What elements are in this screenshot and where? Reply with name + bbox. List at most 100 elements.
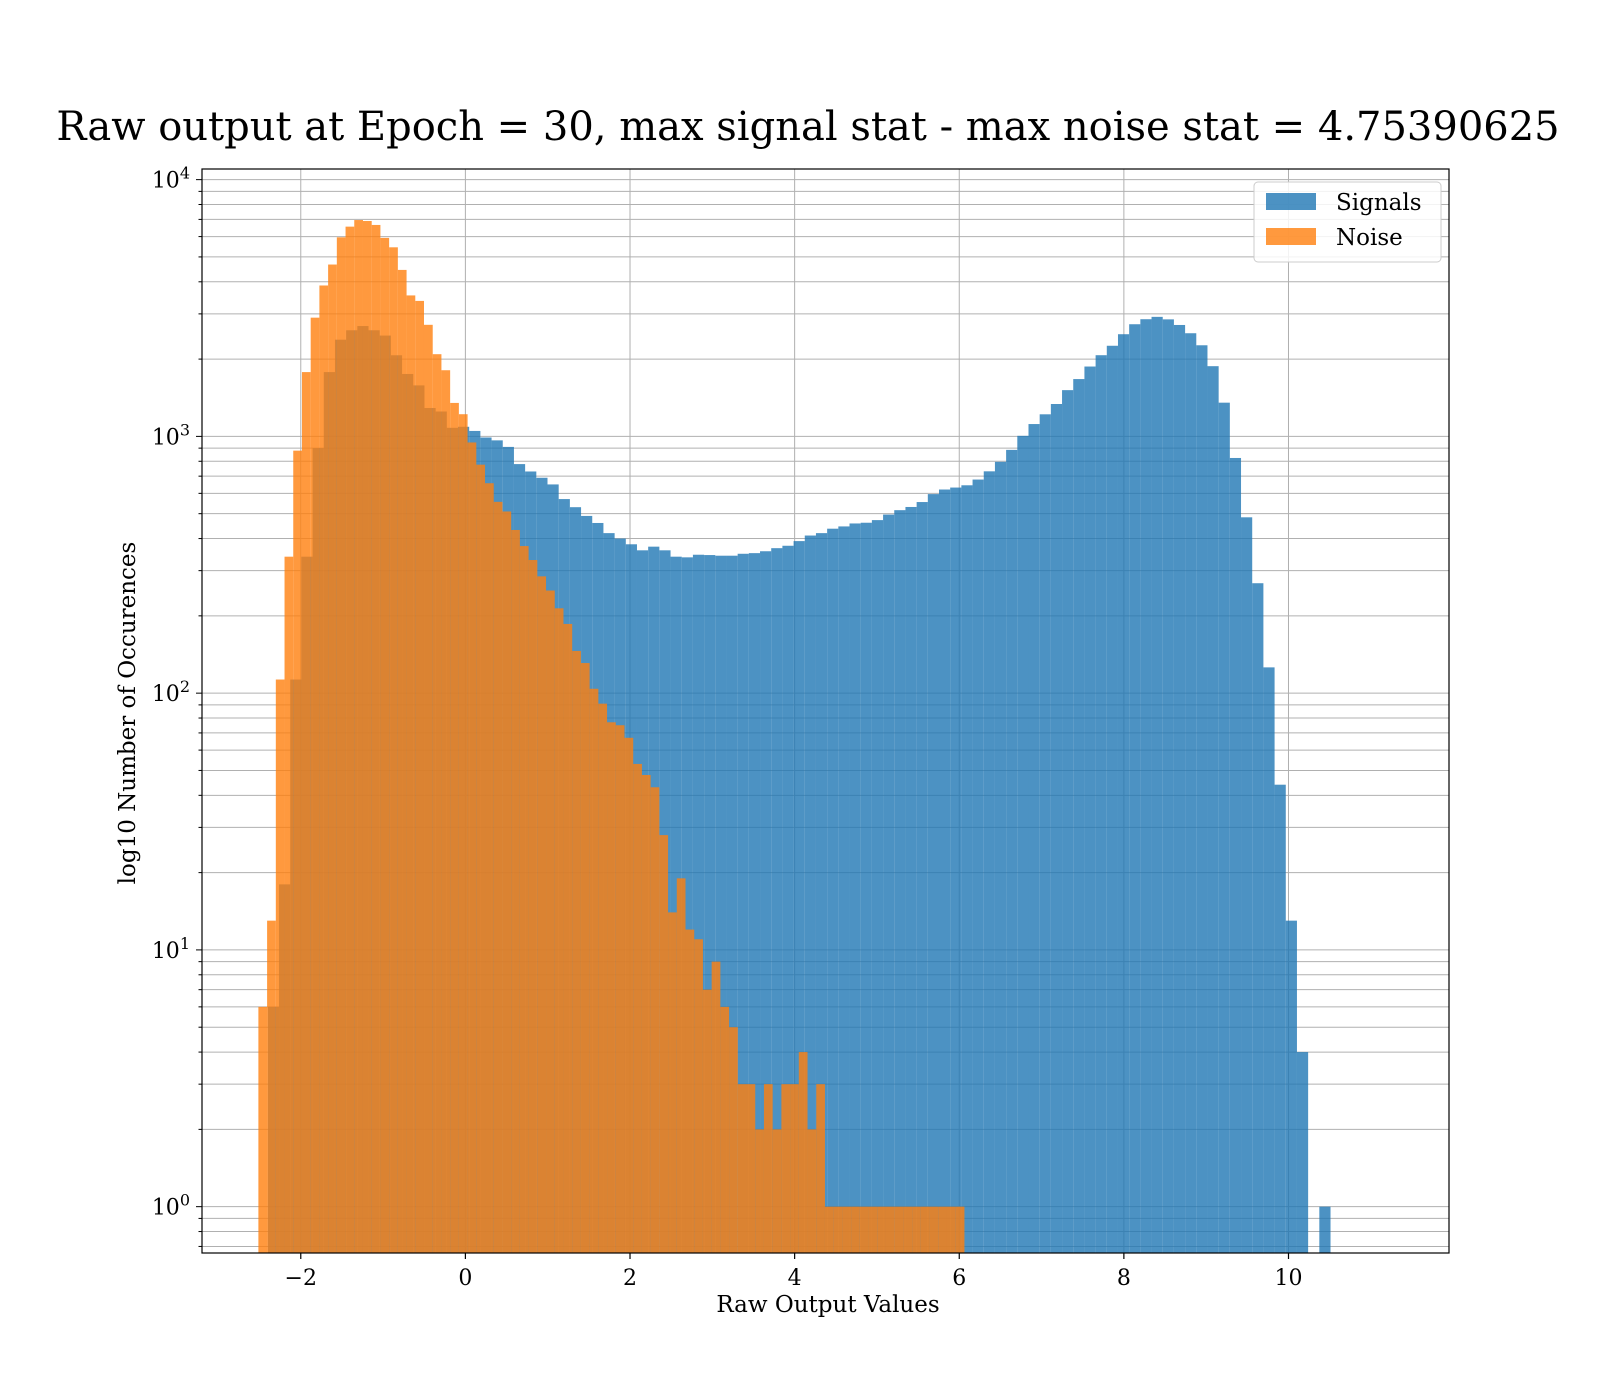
signals-bar	[793, 541, 805, 1253]
noise-bar	[729, 1027, 738, 1253]
signals-bar	[927, 494, 940, 1253]
signals-bar	[939, 489, 951, 1254]
noise-bar	[336, 237, 346, 1253]
noise-bar	[598, 703, 608, 1253]
x-tick-label: 6	[952, 1266, 966, 1291]
noise-bar	[746, 1084, 756, 1253]
noise-bar	[258, 1006, 268, 1253]
signals-bar	[1185, 333, 1197, 1254]
signals-bar	[1229, 457, 1242, 1253]
noise-bar	[284, 556, 294, 1253]
noise-bar	[572, 650, 581, 1253]
signals-bar	[1006, 449, 1018, 1254]
signals-bar	[1050, 404, 1063, 1253]
noise-bar	[380, 237, 390, 1254]
noise-bar	[676, 878, 686, 1253]
signals-bar	[670, 556, 682, 1253]
x-tick-label: 8	[1117, 1266, 1131, 1291]
y-axis-label: log10 Number of Occurences	[115, 542, 141, 885]
signals-bar	[916, 502, 928, 1254]
signals-bar	[1263, 667, 1275, 1253]
noise-bar	[763, 1084, 773, 1253]
signals-bar	[994, 461, 1007, 1253]
signals-bar	[1151, 316, 1163, 1253]
signals-bar	[1106, 345, 1118, 1253]
signals-bar	[726, 555, 738, 1253]
signals-bar	[1084, 366, 1096, 1253]
noise-bar	[650, 787, 660, 1253]
x-axis-label: Raw Output Values	[716, 1292, 939, 1318]
signals-bar	[1039, 414, 1051, 1253]
signals-bar	[827, 528, 839, 1253]
noise-bars	[258, 220, 965, 1254]
noise-bar	[502, 511, 512, 1253]
noise-bar	[720, 1006, 730, 1253]
noise-bar	[310, 317, 320, 1253]
signals-bar	[1129, 324, 1141, 1253]
legend-label-signals: Signals	[1336, 190, 1422, 216]
noise-bar	[319, 285, 329, 1253]
noise-bar	[807, 1129, 817, 1253]
noise-bar	[423, 324, 433, 1253]
noise-bar	[450, 402, 459, 1253]
noise-bar	[528, 560, 538, 1253]
signals-bar	[815, 533, 828, 1253]
noise-bar	[511, 529, 520, 1253]
noise-bar	[885, 1206, 895, 1253]
signals-bar	[771, 548, 783, 1253]
plot-area-frame	[201, 168, 1450, 1254]
noise-bar	[859, 1206, 869, 1253]
noise-bar	[563, 623, 573, 1253]
noise-bar	[955, 1206, 965, 1253]
legend-label-noise: Noise	[1336, 225, 1403, 251]
signals-bar	[1073, 379, 1085, 1254]
signals-bar	[983, 471, 995, 1254]
noise-bar	[912, 1206, 921, 1253]
y-tick-label: 100	[152, 1191, 190, 1221]
signals-bar	[681, 557, 693, 1253]
noise-bar	[267, 920, 276, 1253]
noise-bar	[798, 1052, 808, 1253]
noise-bar	[293, 450, 302, 1254]
noise-bar	[589, 688, 599, 1253]
x-axis-ticks: −2 0 2 4 6 8 10	[285, 1253, 1302, 1291]
signals-bar	[1218, 402, 1230, 1254]
noise-bar	[371, 224, 381, 1254]
noise-bar	[824, 1206, 834, 1253]
signals-bar	[1319, 1206, 1331, 1253]
noise-bar	[415, 300, 424, 1253]
y-tick-label: 101	[152, 934, 190, 964]
noise-bar	[659, 835, 669, 1253]
noise-bar	[467, 442, 477, 1253]
noise-bar	[842, 1206, 852, 1253]
x-tick-label: 2	[623, 1266, 637, 1291]
signals-bar	[782, 545, 794, 1253]
signals-bar	[1017, 435, 1029, 1253]
y-tick-label: 103	[152, 420, 190, 450]
signals-bar	[1162, 319, 1174, 1253]
signals-bar	[1285, 920, 1297, 1253]
signals-bar	[894, 510, 906, 1253]
legend: Signals Noise	[1253, 181, 1442, 263]
noise-bar	[641, 774, 651, 1253]
signals-bar	[1140, 319, 1152, 1253]
x-tick-label: 10	[1274, 1266, 1302, 1291]
signals-bar	[871, 520, 884, 1253]
noise-bar	[607, 722, 616, 1253]
noise-bar	[345, 226, 355, 1253]
noise-bar	[432, 354, 442, 1253]
x-tick-label: 0	[458, 1266, 472, 1291]
noise-bar	[711, 961, 721, 1253]
legend-swatch-signals	[1266, 193, 1316, 210]
signals-bar	[748, 553, 761, 1253]
noise-bar	[737, 1084, 747, 1253]
noise-bar	[624, 737, 634, 1253]
noise-bar	[362, 221, 372, 1253]
signals-bar	[737, 553, 749, 1253]
noise-bar	[772, 1129, 782, 1253]
noise-bar	[389, 247, 398, 1254]
signals-bar	[1173, 324, 1186, 1253]
noise-bar	[685, 929, 695, 1253]
noise-bar	[476, 464, 486, 1253]
